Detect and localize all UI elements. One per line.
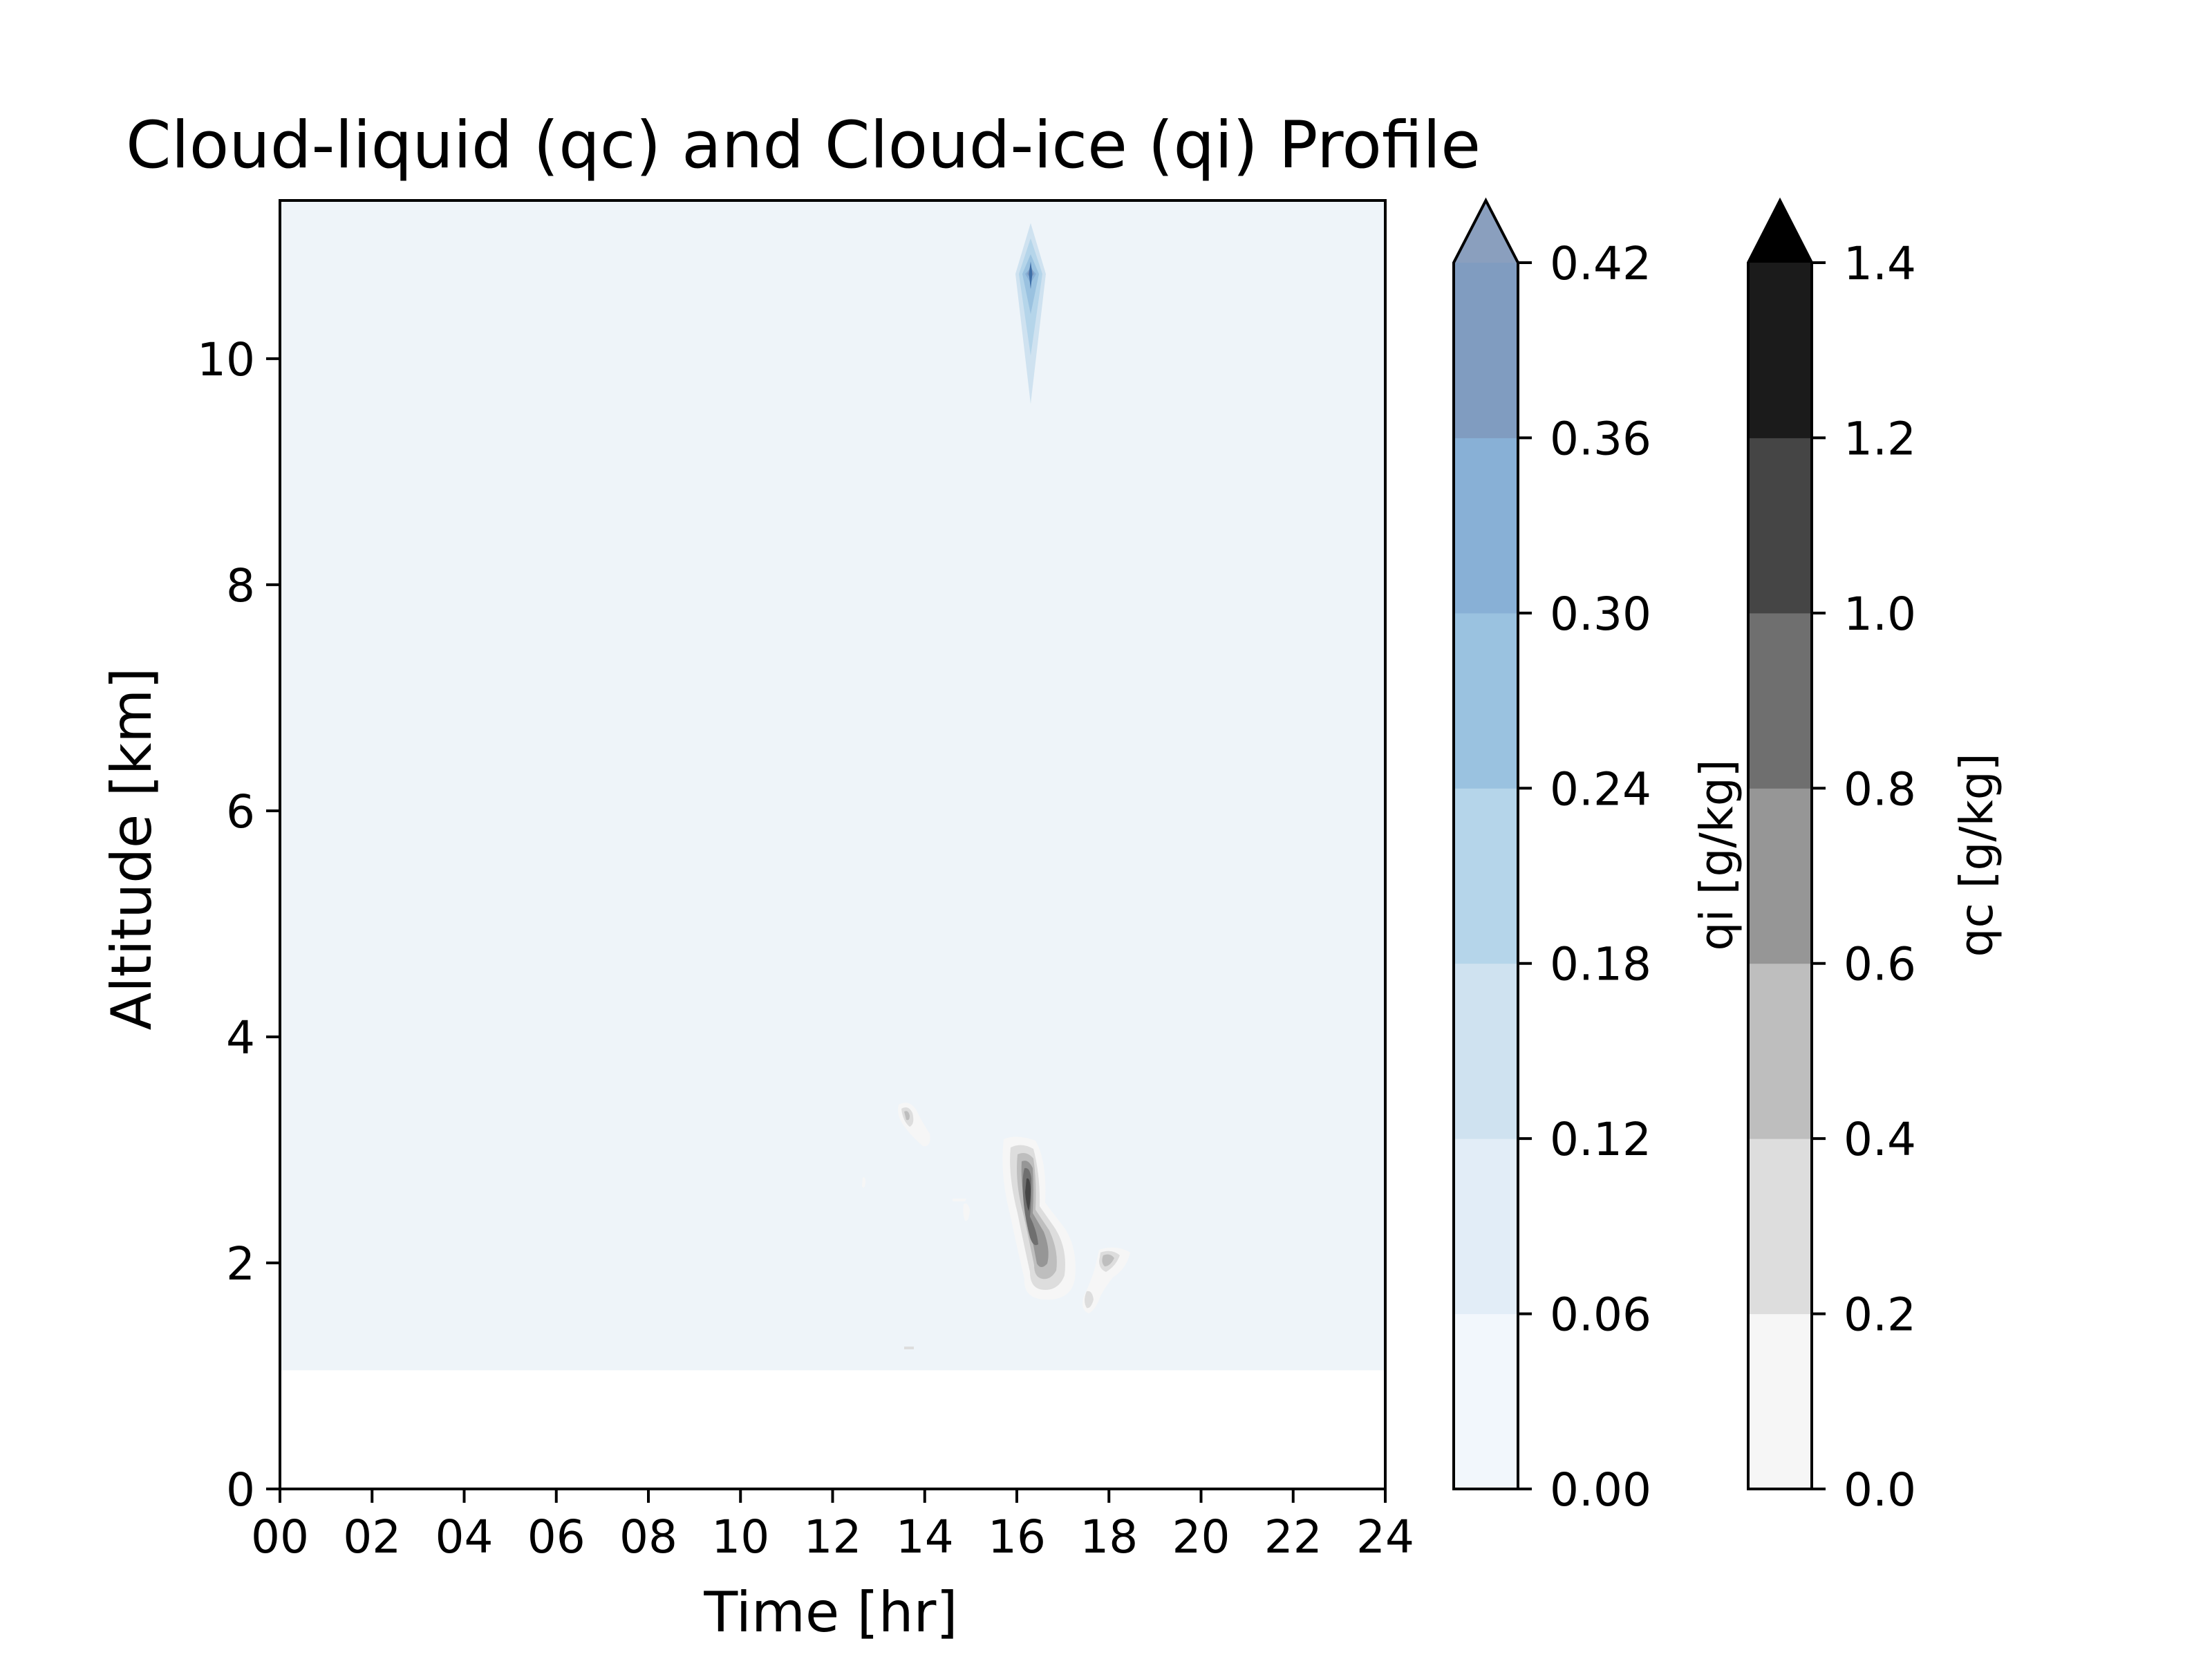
qc-colorbar-tick-label: 1.4	[1844, 237, 1916, 290]
cloud-features	[862, 223, 1130, 1349]
x-tick-label: 12	[804, 1510, 862, 1564]
qc-colorbar: 0.0 0.2 0.4 0.6 0.8 1.0 1.2 1.4 qc [g/kg]	[1747, 197, 2003, 1517]
x-tick-label: 06	[527, 1510, 585, 1564]
qi-background-field	[280, 200, 1385, 1371]
x-axis: 00 02 04 06 08 10 12 14 16 18 20 22 24	[251, 1489, 1414, 1564]
qi-colorbar: 0.00 0.06 0.12 0.18 0.24 0.30 0.36 0.42 qi [g/kg…	[1452, 197, 1743, 1517]
qc-colorbar-extend	[1748, 200, 1812, 263]
qi-colorbar-tick-label: 0.06	[1550, 1288, 1651, 1342]
qi-colorbar-tick-label: 0.30	[1550, 588, 1651, 641]
x-tick-label: 20	[1172, 1510, 1230, 1564]
qi-colorbar-outline	[1452, 197, 1519, 1490]
colorbars: 0.00 0.06 0.12 0.18 0.24 0.30 0.36 0.42 qi [g/kg…	[1452, 197, 2003, 1517]
x-tick-label: 02	[343, 1510, 401, 1564]
x-tick-label: 22	[1264, 1510, 1322, 1564]
qc-small-18-contour-2	[1102, 1254, 1114, 1266]
qc-colorbar-segment	[1748, 1138, 1812, 1315]
qc-small-18-contour-3	[1085, 1291, 1094, 1309]
x-tick-label: 04	[435, 1510, 494, 1564]
qc-colorbar-segment	[1748, 963, 1812, 1139]
qc-small-14-contour-2	[904, 1111, 910, 1121]
y-axis-label: Altitude [km]	[100, 668, 164, 1031]
qi-colorbar-segment	[1454, 788, 1518, 964]
qc-colorbar-tick-label: 1.0	[1844, 588, 1916, 641]
chart-title: Cloud-liquid (qc) and Cloud-ice (qi) Pro…	[126, 108, 1481, 183]
qc-small-14-contour-6	[904, 1347, 914, 1349]
qi-colorbar-segment	[1454, 963, 1518, 1139]
x-tick-label: 14	[896, 1510, 954, 1564]
qi-colorbar-tick-label: 0.42	[1550, 237, 1651, 290]
y-tick-label: 0	[226, 1463, 255, 1517]
qi-colorbar-extend	[1454, 200, 1518, 263]
qi-contour-level-5	[1029, 261, 1033, 290]
qi-colorbar-segment	[1454, 438, 1518, 614]
y-tick-label: 8	[226, 559, 255, 612]
y-tick-label: 10	[197, 333, 255, 386]
x-tick-label: 08	[619, 1510, 677, 1564]
qi-colorbar-tick-label: 0.24	[1550, 762, 1651, 816]
qc-colorbar-tick-label: 0.6	[1844, 938, 1916, 991]
qi-colorbar-segment	[1454, 263, 1518, 438]
qc-colorbar-tick-label: 0.4	[1844, 1113, 1916, 1166]
qi-colorbar-segment	[1454, 1313, 1518, 1490]
x-tick-label: 24	[1356, 1510, 1414, 1564]
qi-colorbar-segment	[1454, 1138, 1518, 1315]
qc-small-14-contour-3	[963, 1203, 970, 1221]
plot-area	[279, 199, 1387, 1490]
qc-colorbar-segment	[1748, 612, 1812, 789]
qc-colorbar-segment	[1748, 438, 1812, 614]
y-axis: 0 2 4 6 8 10	[197, 333, 280, 1517]
qi-colorbar-tick-label: 0.00	[1550, 1463, 1651, 1517]
qc-small-14-contour-5	[953, 1199, 966, 1201]
qc-colorbar-tick-label: 0.0	[1844, 1463, 1916, 1517]
qc-colorbar-tick-label: 0.8	[1844, 762, 1916, 816]
qc-colorbar-segment	[1748, 788, 1812, 964]
qi-colorbar-label: qi [g/kg]	[1690, 760, 1743, 951]
qc-small-14-contour-4	[862, 1177, 865, 1188]
qi-colorbar-tick-label: 0.18	[1550, 938, 1651, 991]
x-tick-label: 18	[1080, 1510, 1138, 1564]
qi-colorbar-tick-label: 0.36	[1550, 412, 1651, 465]
qc-main-contour-5	[1025, 1178, 1031, 1211]
y-tick-label: 4	[226, 1011, 255, 1065]
x-axis-label: Time [hr]	[703, 1580, 957, 1644]
x-tick-label: 00	[251, 1510, 309, 1564]
qc-colorbar-segment	[1748, 1313, 1812, 1490]
qc-small-18-contour-0	[1082, 1247, 1130, 1313]
qc-colorbar-segment	[1748, 263, 1812, 438]
qc-colorbar-tick-label: 0.2	[1844, 1288, 1916, 1342]
qi-colorbar-segment	[1454, 612, 1518, 789]
y-tick-label: 6	[226, 785, 255, 838]
x-tick-label: 16	[988, 1510, 1046, 1564]
y-tick-label: 2	[226, 1237, 255, 1291]
qc-colorbar-tick-label: 1.2	[1844, 412, 1916, 465]
qi-colorbar-tick-label: 0.12	[1550, 1113, 1651, 1166]
qc-colorbar-label: qc [g/kg]	[1950, 753, 2003, 957]
x-tick-label: 10	[711, 1510, 769, 1564]
qc-colorbar-outline	[1747, 197, 1813, 1490]
